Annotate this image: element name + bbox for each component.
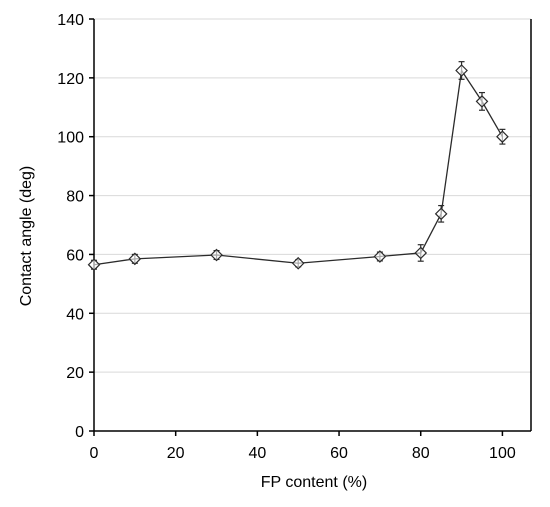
x-tick-label-100: 100	[489, 445, 516, 462]
data-point	[455, 64, 468, 77]
data-point	[434, 207, 448, 221]
x-tick-label-20: 20	[167, 445, 185, 462]
data-point	[210, 248, 223, 262]
x-tick-label-40: 40	[248, 445, 266, 462]
data-point	[291, 256, 305, 270]
series-line	[93, 68, 503, 266]
data-point	[373, 250, 387, 263]
y-tick-label-80: 80	[66, 189, 84, 206]
grid-lines	[94, 18, 531, 373]
axes	[89, 18, 532, 436]
data-point	[128, 252, 142, 266]
y-tick-label-140: 140	[57, 12, 84, 29]
data-point	[87, 258, 101, 272]
tick-labels: 0 20 40 60 80 100 120 140 0 20 40 60 80 100	[57, 12, 516, 462]
data-point	[414, 246, 428, 260]
y-tick-label-0: 0	[75, 424, 84, 441]
x-tick-label-60: 60	[330, 445, 348, 462]
data-point	[496, 130, 509, 144]
data-point	[475, 95, 489, 108]
y-tick-label-100: 100	[57, 130, 84, 147]
y-axis-title: Contact angle (deg)	[18, 166, 35, 307]
y-tick-label-60: 60	[66, 247, 84, 264]
y-tick-label-40: 40	[66, 306, 84, 323]
y-tick-label-120: 120	[57, 71, 84, 88]
data-series	[87, 61, 509, 272]
x-axis-title: FP content (%)	[261, 474, 367, 491]
x-tick-label-80: 80	[412, 445, 430, 462]
x-tick-label-0: 0	[90, 445, 99, 462]
y-tick-label-20: 20	[66, 365, 84, 382]
